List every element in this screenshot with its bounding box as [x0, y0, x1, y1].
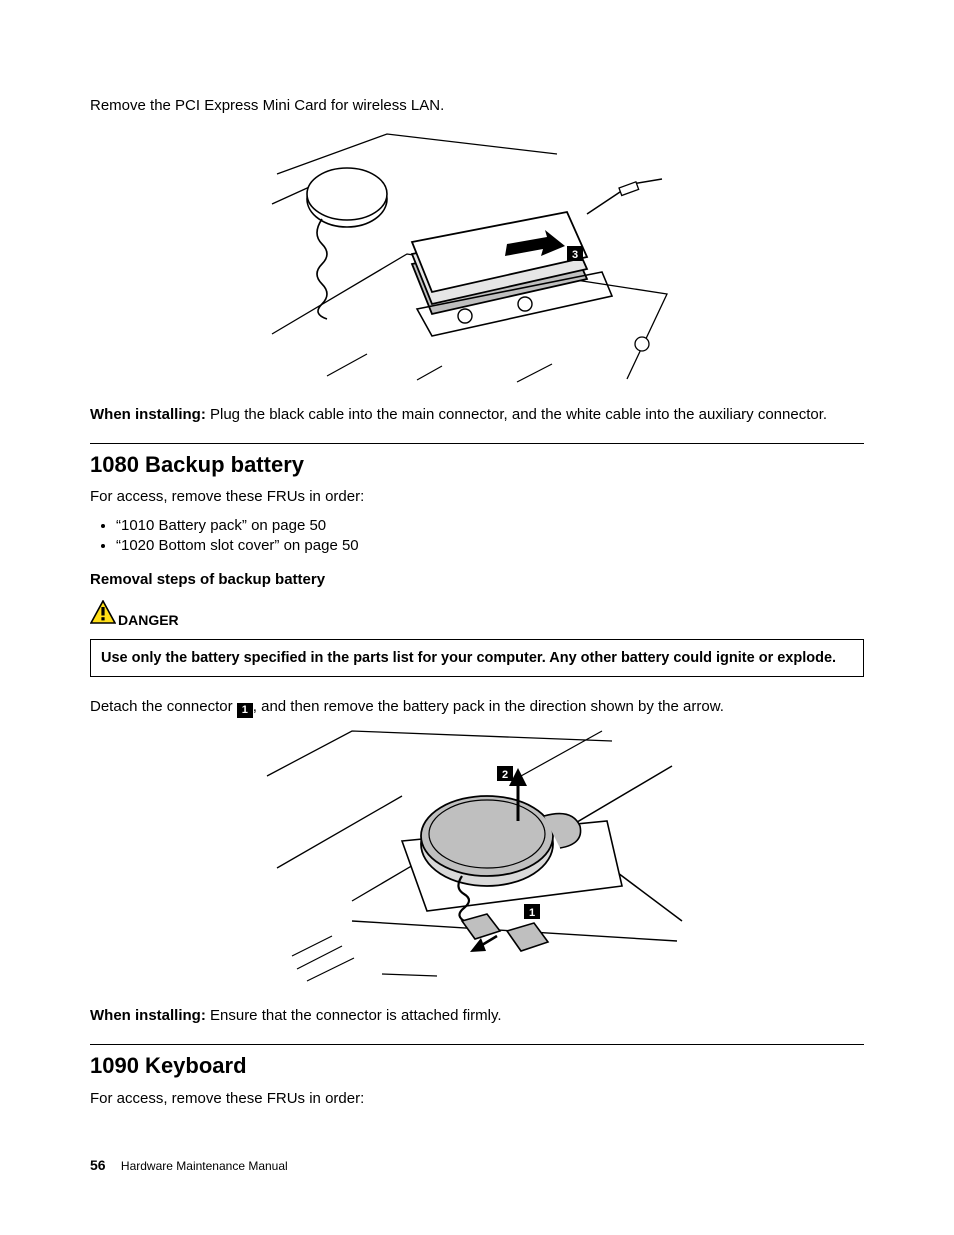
svg-text:1: 1: [529, 907, 535, 919]
detach-pre: Detach the connector: [90, 698, 237, 715]
install-note-1: When installing: Plug the black cable in…: [90, 405, 864, 425]
install-note-2-body: Ensure that the connector is attached fi…: [210, 1007, 502, 1024]
danger-box: Use only the battery specified in the pa…: [90, 639, 864, 677]
page-number: 56: [90, 1157, 106, 1173]
intro-text: Remove the PCI Express Mini Card for wir…: [90, 96, 864, 116]
danger-label: DANGER: [118, 611, 179, 631]
fru-list-1080: “1010 Battery pack” on page 50 “1020 Bot…: [90, 516, 864, 557]
removal-heading: Removal steps of backup battery: [90, 570, 864, 590]
section-1080-title: 1080 Backup battery: [90, 450, 864, 480]
svg-text:2: 2: [502, 769, 508, 781]
install-note-2: When installing: Ensure that the connect…: [90, 1006, 864, 1026]
section-1090-access: For access, remove these FRUs in order:: [90, 1089, 864, 1109]
page-footer: 56 Hardware Maintenance Manual: [90, 1156, 288, 1175]
danger-row: DANGER: [90, 600, 864, 630]
list-item: “1010 Battery pack” on page 50: [116, 516, 864, 536]
figure-backup-battery: 2 1: [90, 726, 864, 992]
list-item: “1020 Bottom slot cover” on page 50: [116, 536, 864, 556]
figure-pci-card: 3: [90, 124, 864, 390]
detach-post: , and then remove the battery pack in th…: [253, 698, 724, 715]
svg-text:3: 3: [572, 249, 578, 261]
section-rule: [90, 443, 864, 444]
section-rule: [90, 1044, 864, 1045]
section-1080-access: For access, remove these FRUs in order:: [90, 487, 864, 507]
book-title: Hardware Maintenance Manual: [121, 1159, 288, 1173]
callout-1-inline: 1: [237, 703, 253, 718]
install-note-2-prefix: When installing:: [90, 1007, 210, 1024]
detach-text: Detach the connector 1, and then remove …: [90, 697, 864, 718]
warning-triangle-icon: [90, 600, 116, 630]
install-note-1-prefix: When installing:: [90, 406, 210, 423]
section-1090-title: 1090 Keyboard: [90, 1051, 864, 1081]
install-note-1-body: Plug the black cable into the main conne…: [210, 406, 827, 423]
